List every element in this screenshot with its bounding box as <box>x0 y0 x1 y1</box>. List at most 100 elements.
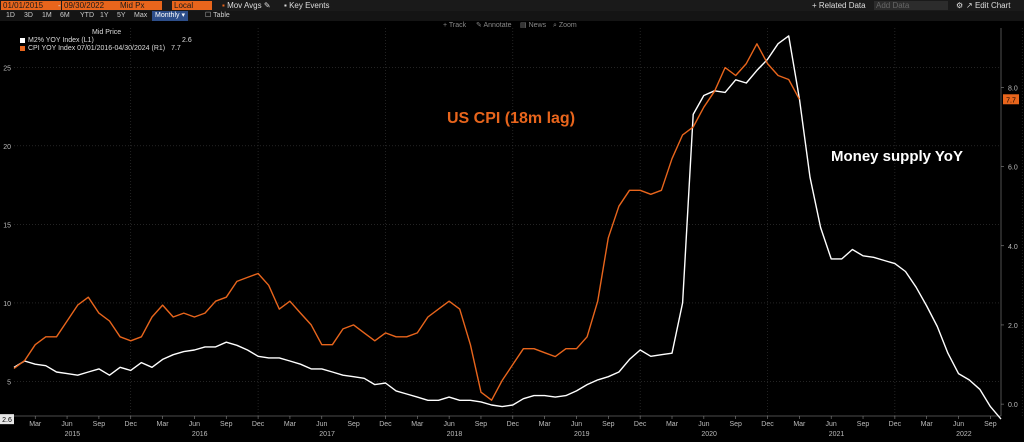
range-3d[interactable]: 3D <box>24 12 33 19</box>
range-5y[interactable]: 5Y <box>117 12 126 19</box>
legend-m2-name: M2% YOY Index (L1) <box>28 37 94 44</box>
x-tick-label-year: 2021 <box>829 431 845 438</box>
range-ytd[interactable]: YTD <box>80 12 94 19</box>
table-label: Table <box>213 12 230 19</box>
last-value-tag-right <box>1003 94 1019 105</box>
track-label: Track <box>448 22 467 29</box>
legend-swatch-m2 <box>20 37 25 43</box>
legend-entry-m2: M2% YOY Index (L1) 2.6 <box>20 37 200 45</box>
x-tick-label-month: Dec <box>761 421 774 428</box>
last-value-tag-left <box>0 414 14 425</box>
news-button[interactable]: ▤ News <box>520 21 546 30</box>
legend-cpi-name: CPI YOY Index 07/01/2016-04/30/2024 (R1) <box>28 45 166 52</box>
x-tick-label-month: Jun <box>826 421 837 428</box>
price-field-select[interactable]: Mid Px <box>118 1 162 10</box>
x-tick-label-month: Mar <box>793 421 806 428</box>
add-data-input[interactable]: Add Data <box>874 1 948 10</box>
legend-entry-cpi: CPI YOY Index 07/01/2016-04/30/2024 (R1)… <box>20 45 230 53</box>
x-tick-label-month: Mar <box>411 421 424 428</box>
zoom-label: Zoom <box>558 22 577 29</box>
related-data-button[interactable]: + Related Data <box>812 1 866 10</box>
x-tick-label-month: Mar <box>921 421 934 428</box>
end-date-field[interactable]: 09/30/2022 <box>62 1 118 10</box>
key-events-icon: ▪ <box>284 1 290 10</box>
zoom-icon: ⌕ <box>553 22 559 29</box>
legend-swatch-cpi <box>20 45 25 51</box>
y-left-tick-label: 5 <box>7 379 11 386</box>
range-1d[interactable]: 1D <box>6 12 15 19</box>
settings-icon[interactable]: ⚙ <box>956 1 964 10</box>
range-6m[interactable]: 6M <box>60 12 70 19</box>
x-tick-label-month: Dec <box>634 421 647 428</box>
legend-m2-value: 2.6 <box>182 37 192 44</box>
chevron-down-icon: ▾ <box>181 12 185 19</box>
x-tick-label-year: 2016 <box>192 431 208 438</box>
x-tick-label-month: Dec <box>507 421 520 428</box>
legend-title: Mid Price <box>92 29 122 36</box>
x-tick-label-month: Mar <box>29 421 42 428</box>
x-tick-label-month: Jun <box>443 421 454 428</box>
y-right-tick-label: 8.0 <box>1008 85 1018 92</box>
y-left-tick-label: 10 <box>3 301 11 308</box>
x-tick-label-year: 2019 <box>574 431 590 438</box>
y-right-tick-label: 4.0 <box>1008 244 1018 251</box>
y-left-tick-label: 15 <box>3 222 11 229</box>
date-separator: - <box>58 1 61 10</box>
frequency-select[interactable]: Monthly ▾ <box>152 11 188 21</box>
x-tick-label-month: Jun <box>189 421 200 428</box>
edit-chart-button[interactable]: ↗ Edit Chart <box>966 1 1011 10</box>
x-tick-label-month: Jun <box>61 421 72 428</box>
x-tick-label-month: Mar <box>666 421 679 428</box>
y-left-tick-label: 20 <box>3 144 11 151</box>
x-tick-label-month: Mar <box>157 421 170 428</box>
y-right-tick-label: 2.0 <box>1008 323 1018 330</box>
edit-chart-label: Edit Chart <box>974 1 1011 10</box>
last-value-tag-left-label: 2.6 <box>2 417 12 424</box>
annotation-cpi: US CPI (18m lag) <box>447 110 576 127</box>
x-tick-label-month: Sep <box>475 421 488 428</box>
x-tick-label-month: Mar <box>284 421 297 428</box>
x-tick-label-year: 2017 <box>319 431 335 438</box>
table-toggle[interactable]: ☐ Table <box>205 11 230 21</box>
annotation-m2: Money supply YoY <box>831 148 963 165</box>
y-left-tick-label: 25 <box>3 65 11 72</box>
x-tick-label-month: Sep <box>93 421 106 428</box>
mov-avgs-button[interactable]: ▪ Mov Avgs ✎ <box>222 1 271 10</box>
toolbar: 01/01/2015 - 09/30/2022 Mid Px Local CCY… <box>0 0 1024 19</box>
annotate-icon: ✎ <box>476 22 484 29</box>
x-tick-label-month: Dec <box>379 421 392 428</box>
x-tick-label-month: Sep <box>347 421 360 428</box>
x-tick-label-month: Jun <box>316 421 327 428</box>
x-tick-label-month: Sep <box>220 421 233 428</box>
x-tick-label-month: Dec <box>252 421 265 428</box>
frequency-label: Monthly <box>155 12 180 19</box>
x-tick-label-month: Jun <box>571 421 582 428</box>
annotate-label: Annotate <box>483 22 512 29</box>
x-tick-label-month: Dec <box>889 421 902 428</box>
mov-avgs-label: Mov Avgs <box>227 1 262 10</box>
series-line-cpi <box>13 43 801 401</box>
annotate-button[interactable]: ✎ Annotate <box>476 21 511 30</box>
x-tick-label-month: Dec <box>125 421 138 428</box>
news-label: News <box>528 22 547 29</box>
x-tick-label-month: Sep <box>857 421 870 428</box>
x-tick-label-month: Mar <box>539 421 552 428</box>
x-tick-label-month: Sep <box>729 421 742 428</box>
range-1y[interactable]: 1Y <box>100 12 109 19</box>
range-1m[interactable]: 1M <box>42 12 52 19</box>
start-date-field[interactable]: 01/01/2015 <box>1 1 61 10</box>
table-checkbox-icon: ☐ <box>205 12 214 19</box>
mov-avgs-icon: ▪ <box>222 1 228 10</box>
news-icon: ▤ <box>520 22 529 29</box>
x-tick-label-year: 2022 <box>956 431 972 438</box>
key-events-button[interactable]: ▪ Key Events <box>284 1 330 10</box>
track-button[interactable]: + Track <box>443 21 466 30</box>
range-max[interactable]: Max <box>134 12 148 19</box>
zoom-button[interactable]: ⌕ Zoom <box>553 21 577 30</box>
series-line-m2 <box>13 35 1002 420</box>
x-tick-label-month: Sep <box>602 421 615 428</box>
last-value-tag-right-label: 7.7 <box>1006 97 1016 104</box>
key-events-label: Key Events <box>289 1 330 10</box>
y-right-tick-label: 0.0 <box>1008 402 1018 409</box>
